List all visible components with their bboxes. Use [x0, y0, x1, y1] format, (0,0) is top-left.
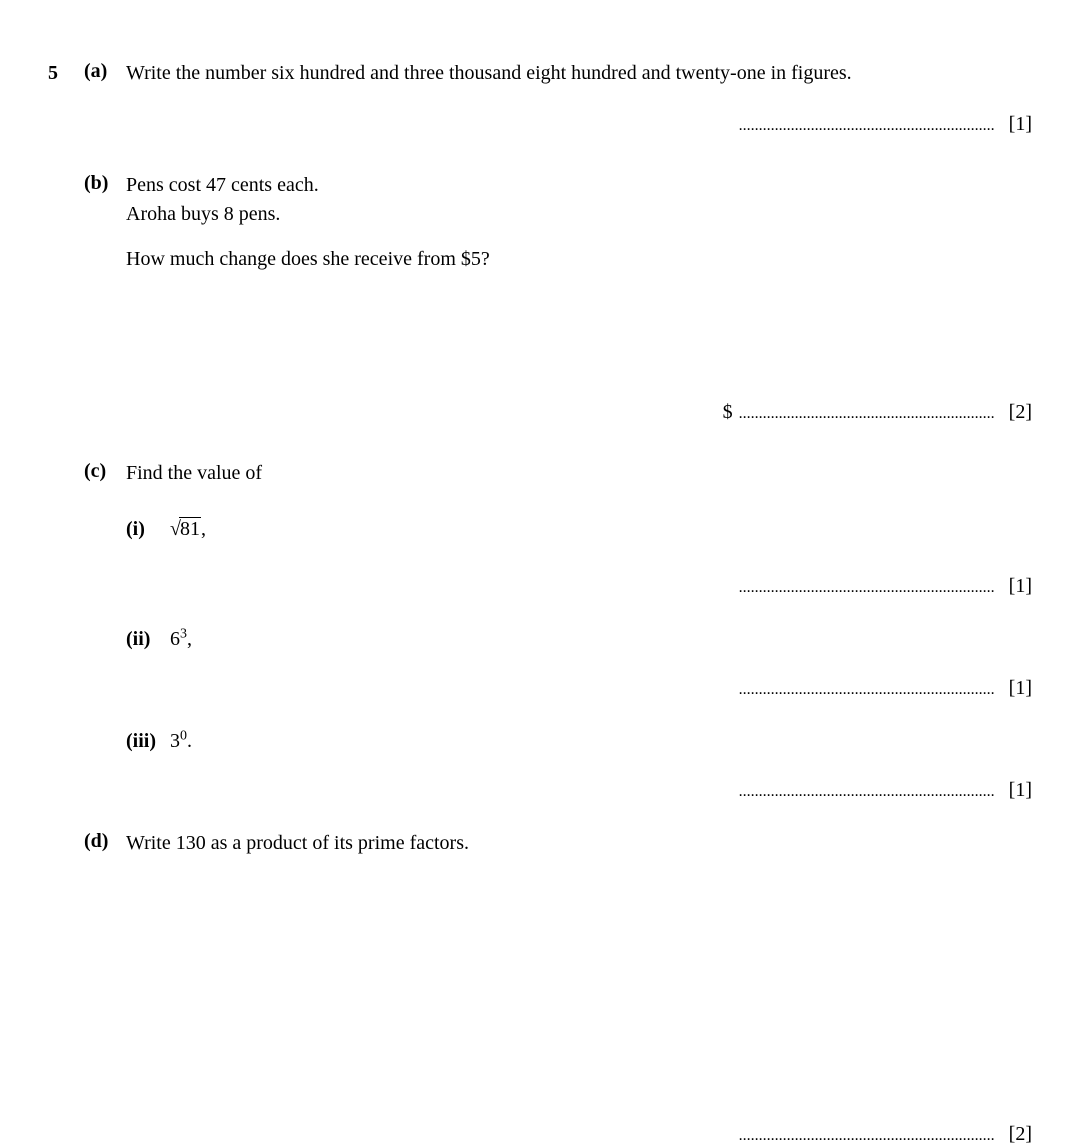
- part-a-text: Write the number six hundred and three t…: [126, 60, 1032, 87]
- part-c-ii-answer-line: ........................................…: [126, 677, 1032, 700]
- part-b-answer-prefix: $: [723, 401, 733, 424]
- part-a: (a) Write the number six hundred and thr…: [84, 60, 1032, 136]
- part-d-text: Write 130 as a product of its prime fact…: [126, 830, 1032, 857]
- part-c-ii-base: 6: [170, 628, 180, 650]
- part-d-marks: [2]: [1009, 1123, 1032, 1146]
- answer-dots: ........................................…: [739, 783, 995, 801]
- part-b-label: (b): [84, 172, 126, 195]
- part-b: (b) Pens cost 47 cents each. Aroha buys …: [84, 172, 1032, 424]
- part-d: (d) Write 130 as a product of its prime …: [84, 830, 1032, 1146]
- part-c-i-suffix: ,: [201, 518, 206, 540]
- part-c-i-marks: [1]: [1009, 575, 1032, 598]
- part-c-i-label: (i): [126, 518, 170, 541]
- part-b-line2: Aroha buys 8 pens.: [126, 201, 1032, 228]
- part-d-answer-line: ........................................…: [84, 1123, 1032, 1146]
- part-c-ii-exp: 3: [180, 626, 187, 641]
- part-c-iii-answer-line: ........................................…: [126, 779, 1032, 802]
- answer-dots: ........................................…: [739, 681, 995, 699]
- part-b-answer-line: $ ......................................…: [84, 401, 1032, 424]
- part-c: (c) Find the value of (i) √81 , ........…: [84, 460, 1032, 802]
- part-c-ii-marks: [1]: [1009, 677, 1032, 700]
- part-c-ii-expr: 63,: [170, 628, 1032, 651]
- part-b-line1: Pens cost 47 cents each.: [126, 172, 1032, 199]
- question-number: 5: [48, 62, 58, 85]
- part-b-marks: [2]: [1009, 401, 1032, 424]
- part-c-text: Find the value of: [126, 460, 1032, 487]
- part-b-question: How much change does she receive from $5…: [126, 246, 1032, 273]
- part-c-iii-base: 3: [170, 730, 180, 752]
- answer-dots: ........................................…: [739, 117, 995, 135]
- part-c-label: (c): [84, 460, 126, 483]
- part-b-text: Pens cost 47 cents each. Aroha buys 8 pe…: [126, 172, 1032, 275]
- part-c-ii: (ii) 63, ...............................…: [126, 608, 1032, 700]
- part-a-marks: [1]: [1009, 113, 1032, 136]
- sqrt-radicand: 81: [179, 517, 201, 540]
- part-c-i-expr: √81 ,: [170, 517, 1032, 541]
- answer-dots: ........................................…: [739, 579, 995, 597]
- part-c-iii-suffix: .: [187, 730, 192, 752]
- question-content: (a) Write the number six hundred and thr…: [84, 60, 1032, 1146]
- part-a-answer-line: ........................................…: [84, 113, 1032, 136]
- part-c-iii-expr: 30.: [170, 730, 1032, 753]
- part-c-i: (i) √81 , ..............................…: [126, 497, 1032, 598]
- part-c-iii-label: (iii): [126, 730, 170, 753]
- part-a-label: (a): [84, 60, 126, 83]
- part-c-ii-label: (ii): [126, 628, 170, 651]
- part-d-label: (d): [84, 830, 126, 853]
- answer-dots: ........................................…: [739, 405, 995, 423]
- part-c-iii-marks: [1]: [1009, 779, 1032, 802]
- part-c-i-answer-line: ........................................…: [126, 575, 1032, 598]
- part-c-ii-suffix: ,: [187, 628, 192, 650]
- answer-dots: ........................................…: [739, 1127, 995, 1145]
- part-c-iii: (iii) 30. ..............................…: [126, 710, 1032, 802]
- part-c-iii-exp: 0: [180, 728, 187, 743]
